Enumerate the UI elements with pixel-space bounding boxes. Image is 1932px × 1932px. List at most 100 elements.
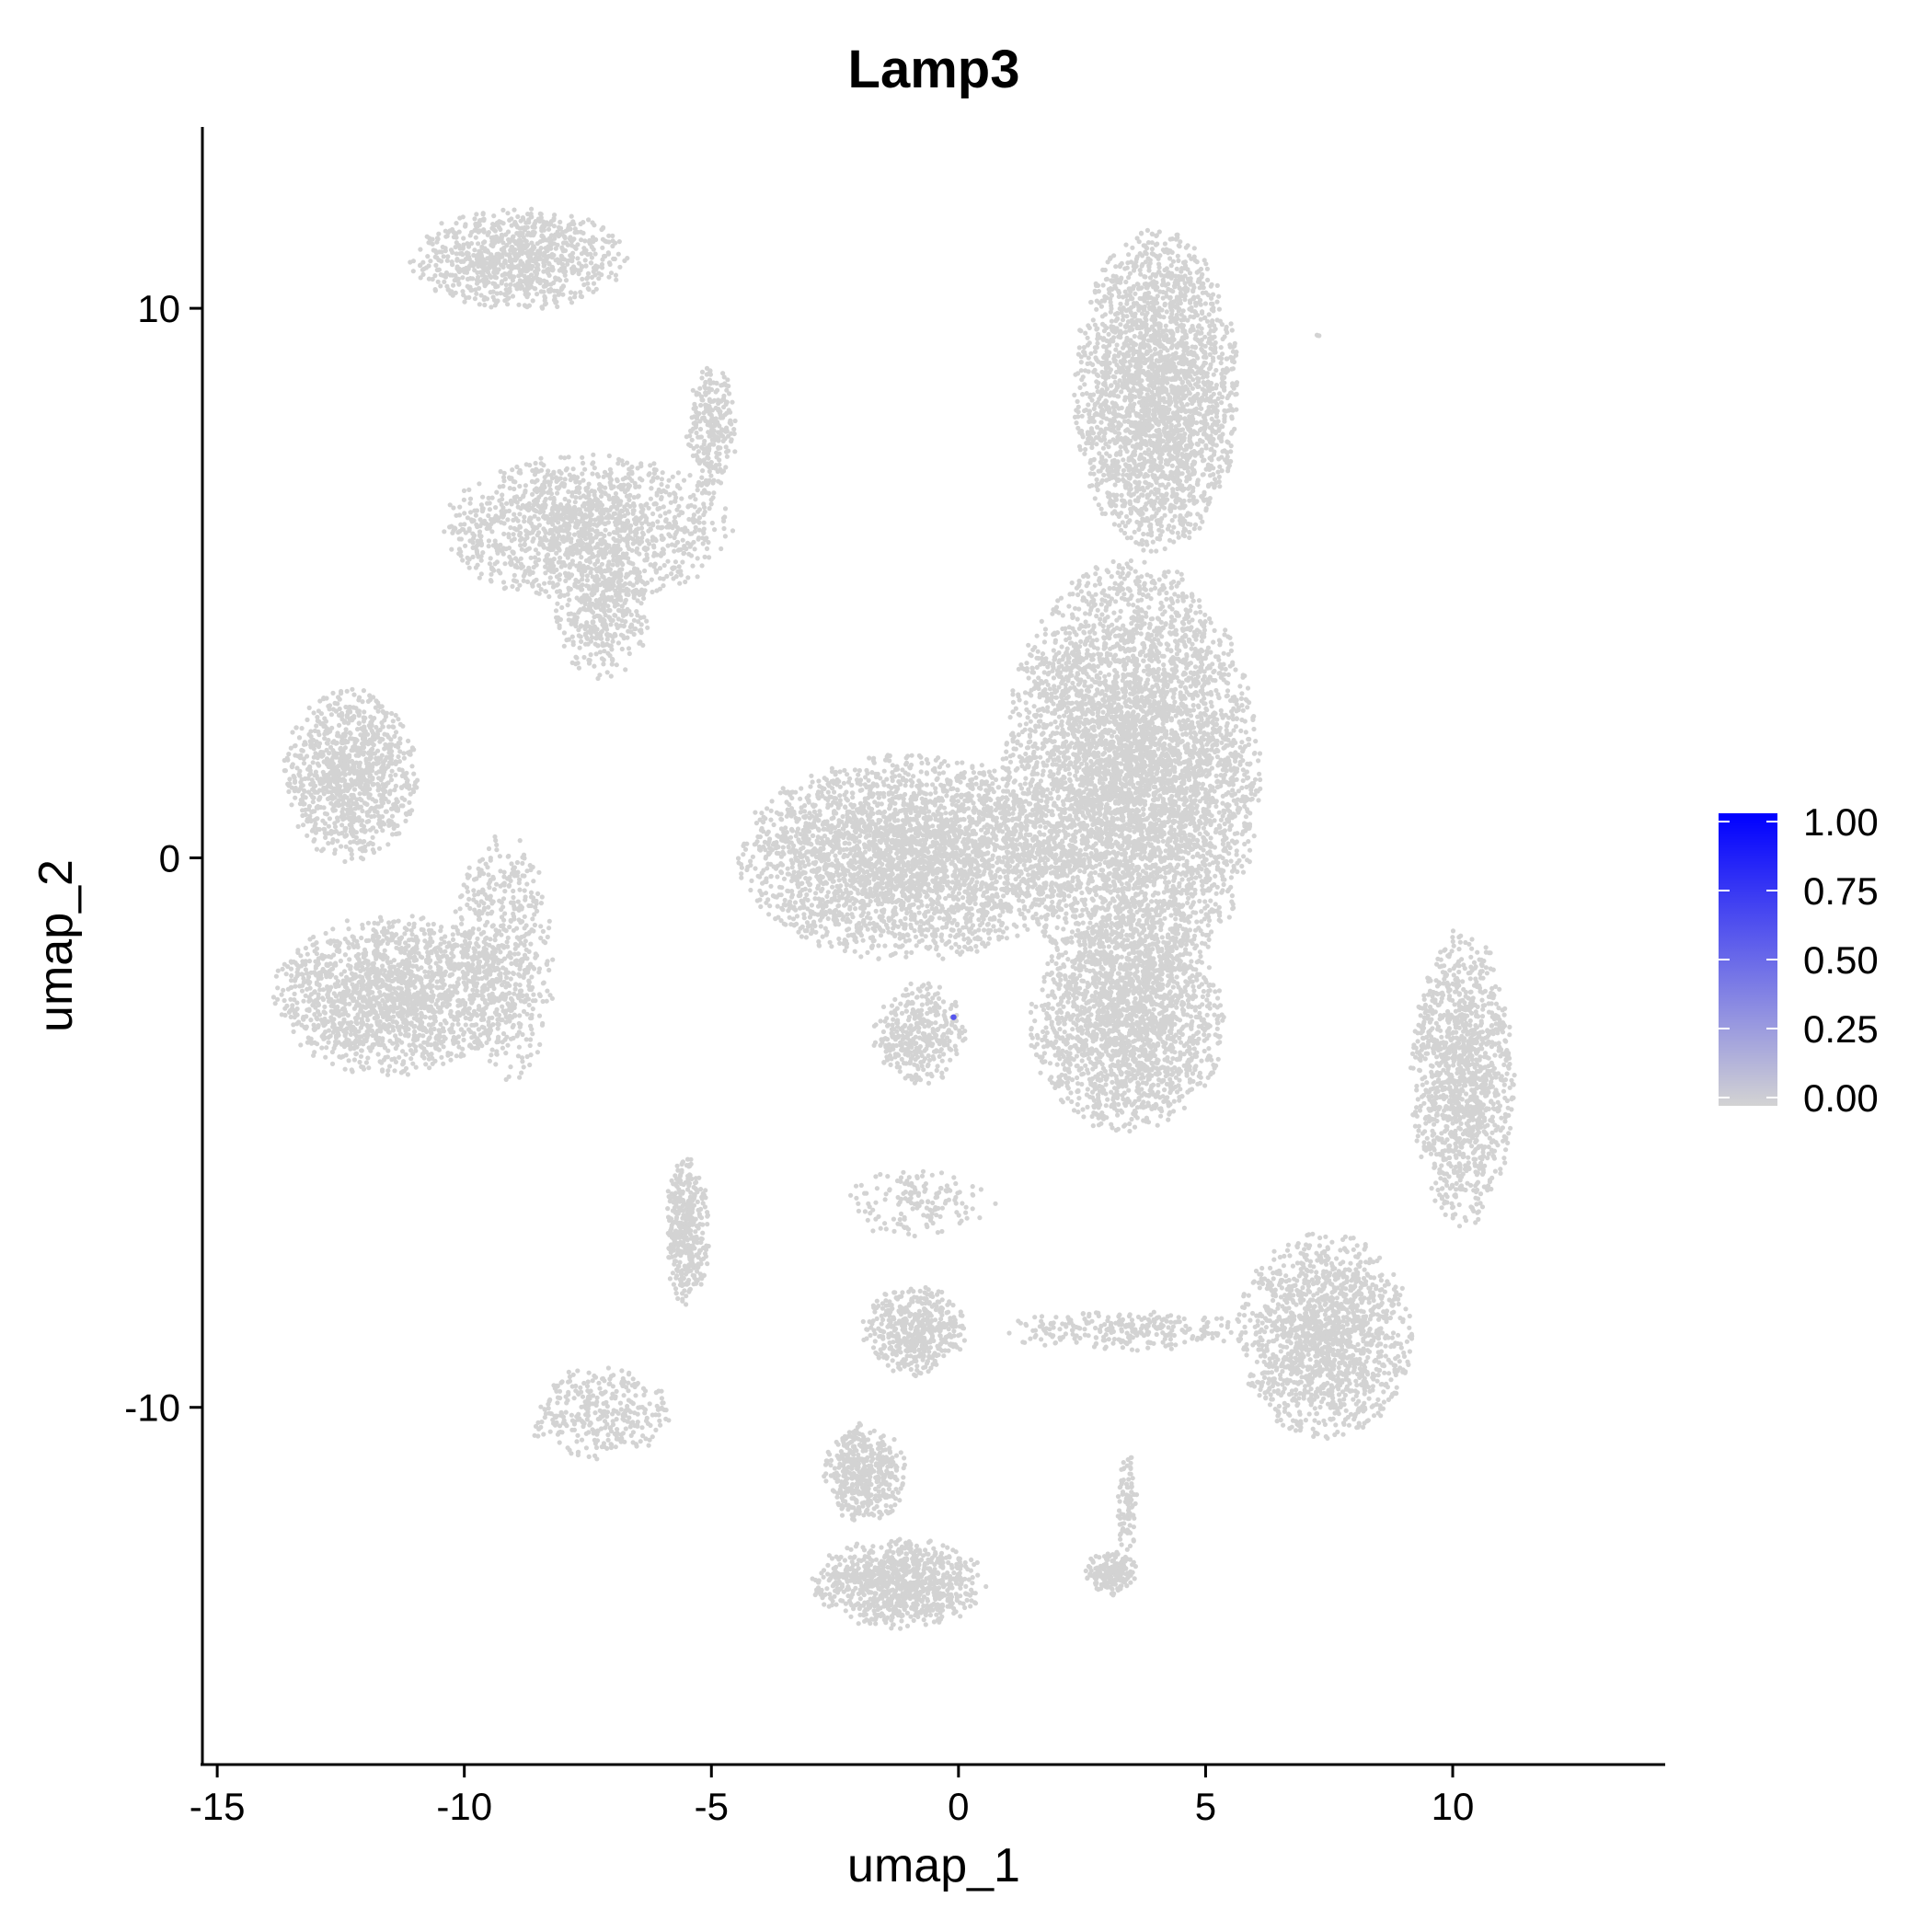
scatter-point — [692, 420, 697, 426]
scatter-point — [345, 720, 351, 726]
scatter-point — [510, 467, 515, 473]
scatter-point — [561, 630, 568, 636]
scatter-point — [301, 761, 307, 766]
scatter-point — [659, 536, 665, 542]
scatter-point — [345, 708, 351, 715]
scatter-point — [649, 577, 654, 582]
scatter-point — [541, 263, 546, 269]
scatter-point — [359, 779, 364, 786]
scatter-point — [614, 520, 619, 525]
scatter-point — [538, 212, 544, 217]
scatter-point — [570, 642, 576, 648]
scatter-point — [553, 275, 558, 281]
scatter-point — [569, 558, 576, 564]
scatter-point — [655, 519, 661, 524]
scatter-point — [454, 258, 460, 263]
scatter-point — [563, 278, 569, 283]
scatter-point — [571, 532, 578, 537]
scatter-point — [426, 276, 431, 282]
scatter-point — [409, 764, 415, 769]
scatter-point — [521, 494, 526, 500]
scatter-point — [335, 838, 340, 844]
scatter-point — [376, 845, 383, 851]
scatter-point — [707, 555, 712, 560]
scatter-point — [570, 552, 576, 558]
scatter-point — [537, 239, 544, 245]
scatter-point — [687, 544, 693, 549]
scatter-point — [534, 272, 539, 278]
scatter-point — [485, 247, 490, 253]
scatter-point — [611, 500, 616, 506]
scatter-point — [317, 795, 323, 800]
scatter-point — [687, 494, 694, 500]
scatter-point — [350, 982, 355, 987]
scatter-point — [603, 238, 608, 244]
scatter-point — [568, 290, 574, 295]
scatter-point — [516, 469, 522, 476]
scatter-point — [594, 627, 600, 632]
scatter-point — [530, 298, 535, 304]
scatter-point — [581, 282, 587, 288]
scatter-point — [692, 401, 697, 407]
scatter-point — [721, 525, 727, 532]
scatter-point — [558, 219, 563, 224]
scatter-point — [273, 973, 279, 979]
scatter-point — [294, 1012, 300, 1018]
scatter-point — [589, 501, 595, 507]
scatter-point — [356, 720, 362, 726]
scatter-point — [373, 928, 378, 934]
scatter-point — [631, 508, 637, 513]
scatter-point — [512, 247, 517, 253]
scatter-point — [315, 714, 320, 720]
scatter-point — [551, 224, 558, 229]
scatter-point — [631, 500, 637, 507]
scatter-point — [617, 513, 624, 519]
scatter-point — [470, 276, 476, 282]
scatter-point — [456, 536, 462, 542]
scatter-point — [532, 488, 537, 493]
scatter-point — [518, 260, 523, 266]
scatter-point — [370, 834, 375, 840]
scatter-point — [532, 479, 538, 485]
scatter-point — [428, 1015, 433, 1020]
scatter-point — [550, 584, 557, 590]
scatter-point — [577, 645, 582, 650]
scatter-point — [720, 371, 726, 376]
scatter-point — [443, 271, 449, 277]
scatter-point — [450, 937, 456, 942]
scatter-point — [595, 582, 601, 588]
scatter-point — [554, 485, 560, 490]
scatter-point — [635, 589, 640, 594]
scatter-point — [612, 600, 617, 605]
scatter-point — [586, 489, 592, 496]
scatter-point — [287, 776, 293, 782]
scatter-point — [418, 247, 423, 252]
scatter-point — [606, 239, 612, 245]
scatter-point — [293, 742, 298, 749]
scatter-point — [701, 457, 707, 463]
scatter-point — [621, 522, 627, 527]
scatter-point — [511, 478, 516, 484]
scatter-point — [466, 526, 472, 532]
scatter-point — [401, 751, 407, 756]
scatter-point — [346, 926, 351, 932]
scatter-point — [550, 536, 557, 542]
scatter-point — [461, 497, 466, 502]
scatter-point — [326, 704, 331, 709]
scatter-point — [666, 477, 672, 483]
scatter-point — [495, 518, 500, 523]
scatter-point — [629, 547, 635, 553]
scatter-point — [568, 546, 573, 553]
scatter-point — [532, 579, 537, 584]
scatter-point — [694, 409, 699, 415]
scatter-point — [698, 394, 705, 399]
scatter-point — [508, 524, 513, 531]
scatter-point — [696, 527, 702, 533]
scatter-point — [385, 1072, 391, 1077]
scatter-point — [566, 585, 571, 591]
scatter-point — [579, 237, 584, 243]
scatter-point — [562, 272, 568, 278]
scatter-point — [579, 293, 585, 300]
scatter-point — [546, 546, 551, 552]
scatter-point — [542, 581, 547, 586]
